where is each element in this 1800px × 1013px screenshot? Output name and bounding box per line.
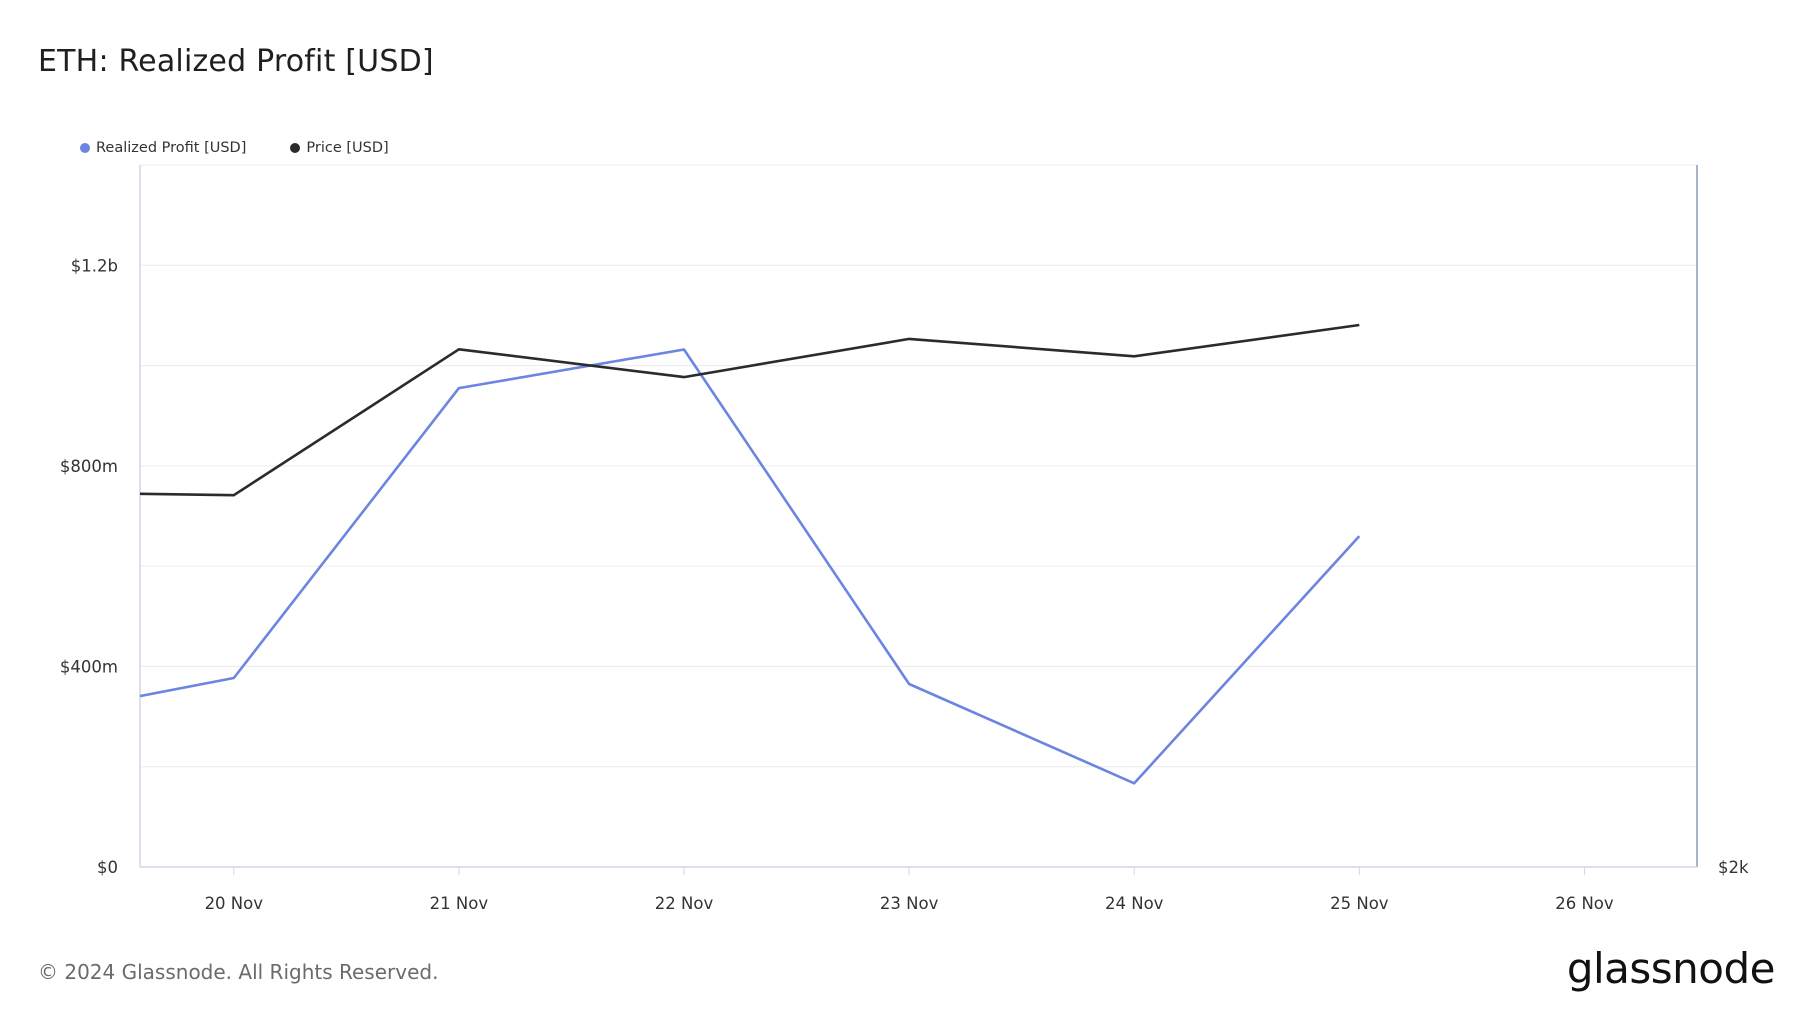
- x-tick-label: 24 Nov: [1105, 894, 1164, 913]
- legend-item-price[interactable]: Price [USD]: [290, 140, 389, 156]
- chart-title: ETH: Realized Profit [USD]: [38, 44, 434, 79]
- y-left-tick-label: $0: [97, 858, 118, 877]
- legend-item-realized-profit[interactable]: Realized Profit [USD]: [80, 140, 246, 156]
- legend-label-price: Price [USD]: [306, 140, 389, 156]
- x-tick-label: 20 Nov: [205, 894, 264, 913]
- x-tick-label: 21 Nov: [430, 894, 489, 913]
- x-tick-label: 22 Nov: [655, 894, 714, 913]
- series-line-realized-profit: [140, 348, 1361, 785]
- x-tick-label: 25 Nov: [1330, 894, 1389, 913]
- y-left-tick-label: $1.2b: [71, 256, 118, 275]
- y-right-tick-label: $2k: [1718, 858, 1749, 877]
- series-line-price: [140, 323, 1360, 497]
- x-tick-label: 26 Nov: [1555, 894, 1614, 913]
- x-tick-label: 23 Nov: [880, 894, 939, 913]
- legend-label-realized-profit: Realized Profit [USD]: [96, 140, 247, 156]
- legend-dot-realized-profit: [80, 143, 90, 153]
- legend-dot-price: [290, 143, 301, 153]
- y-left-tick-label: $400m: [60, 657, 118, 676]
- y-left-tick-label: $800m: [60, 457, 118, 476]
- copyright-footer: © 2024 Glassnode. All Rights Reserved.: [38, 960, 439, 984]
- glassnode-logo: glassnode: [1566, 944, 1776, 993]
- legend: Realized Profit [USD] Price [USD]: [80, 140, 389, 156]
